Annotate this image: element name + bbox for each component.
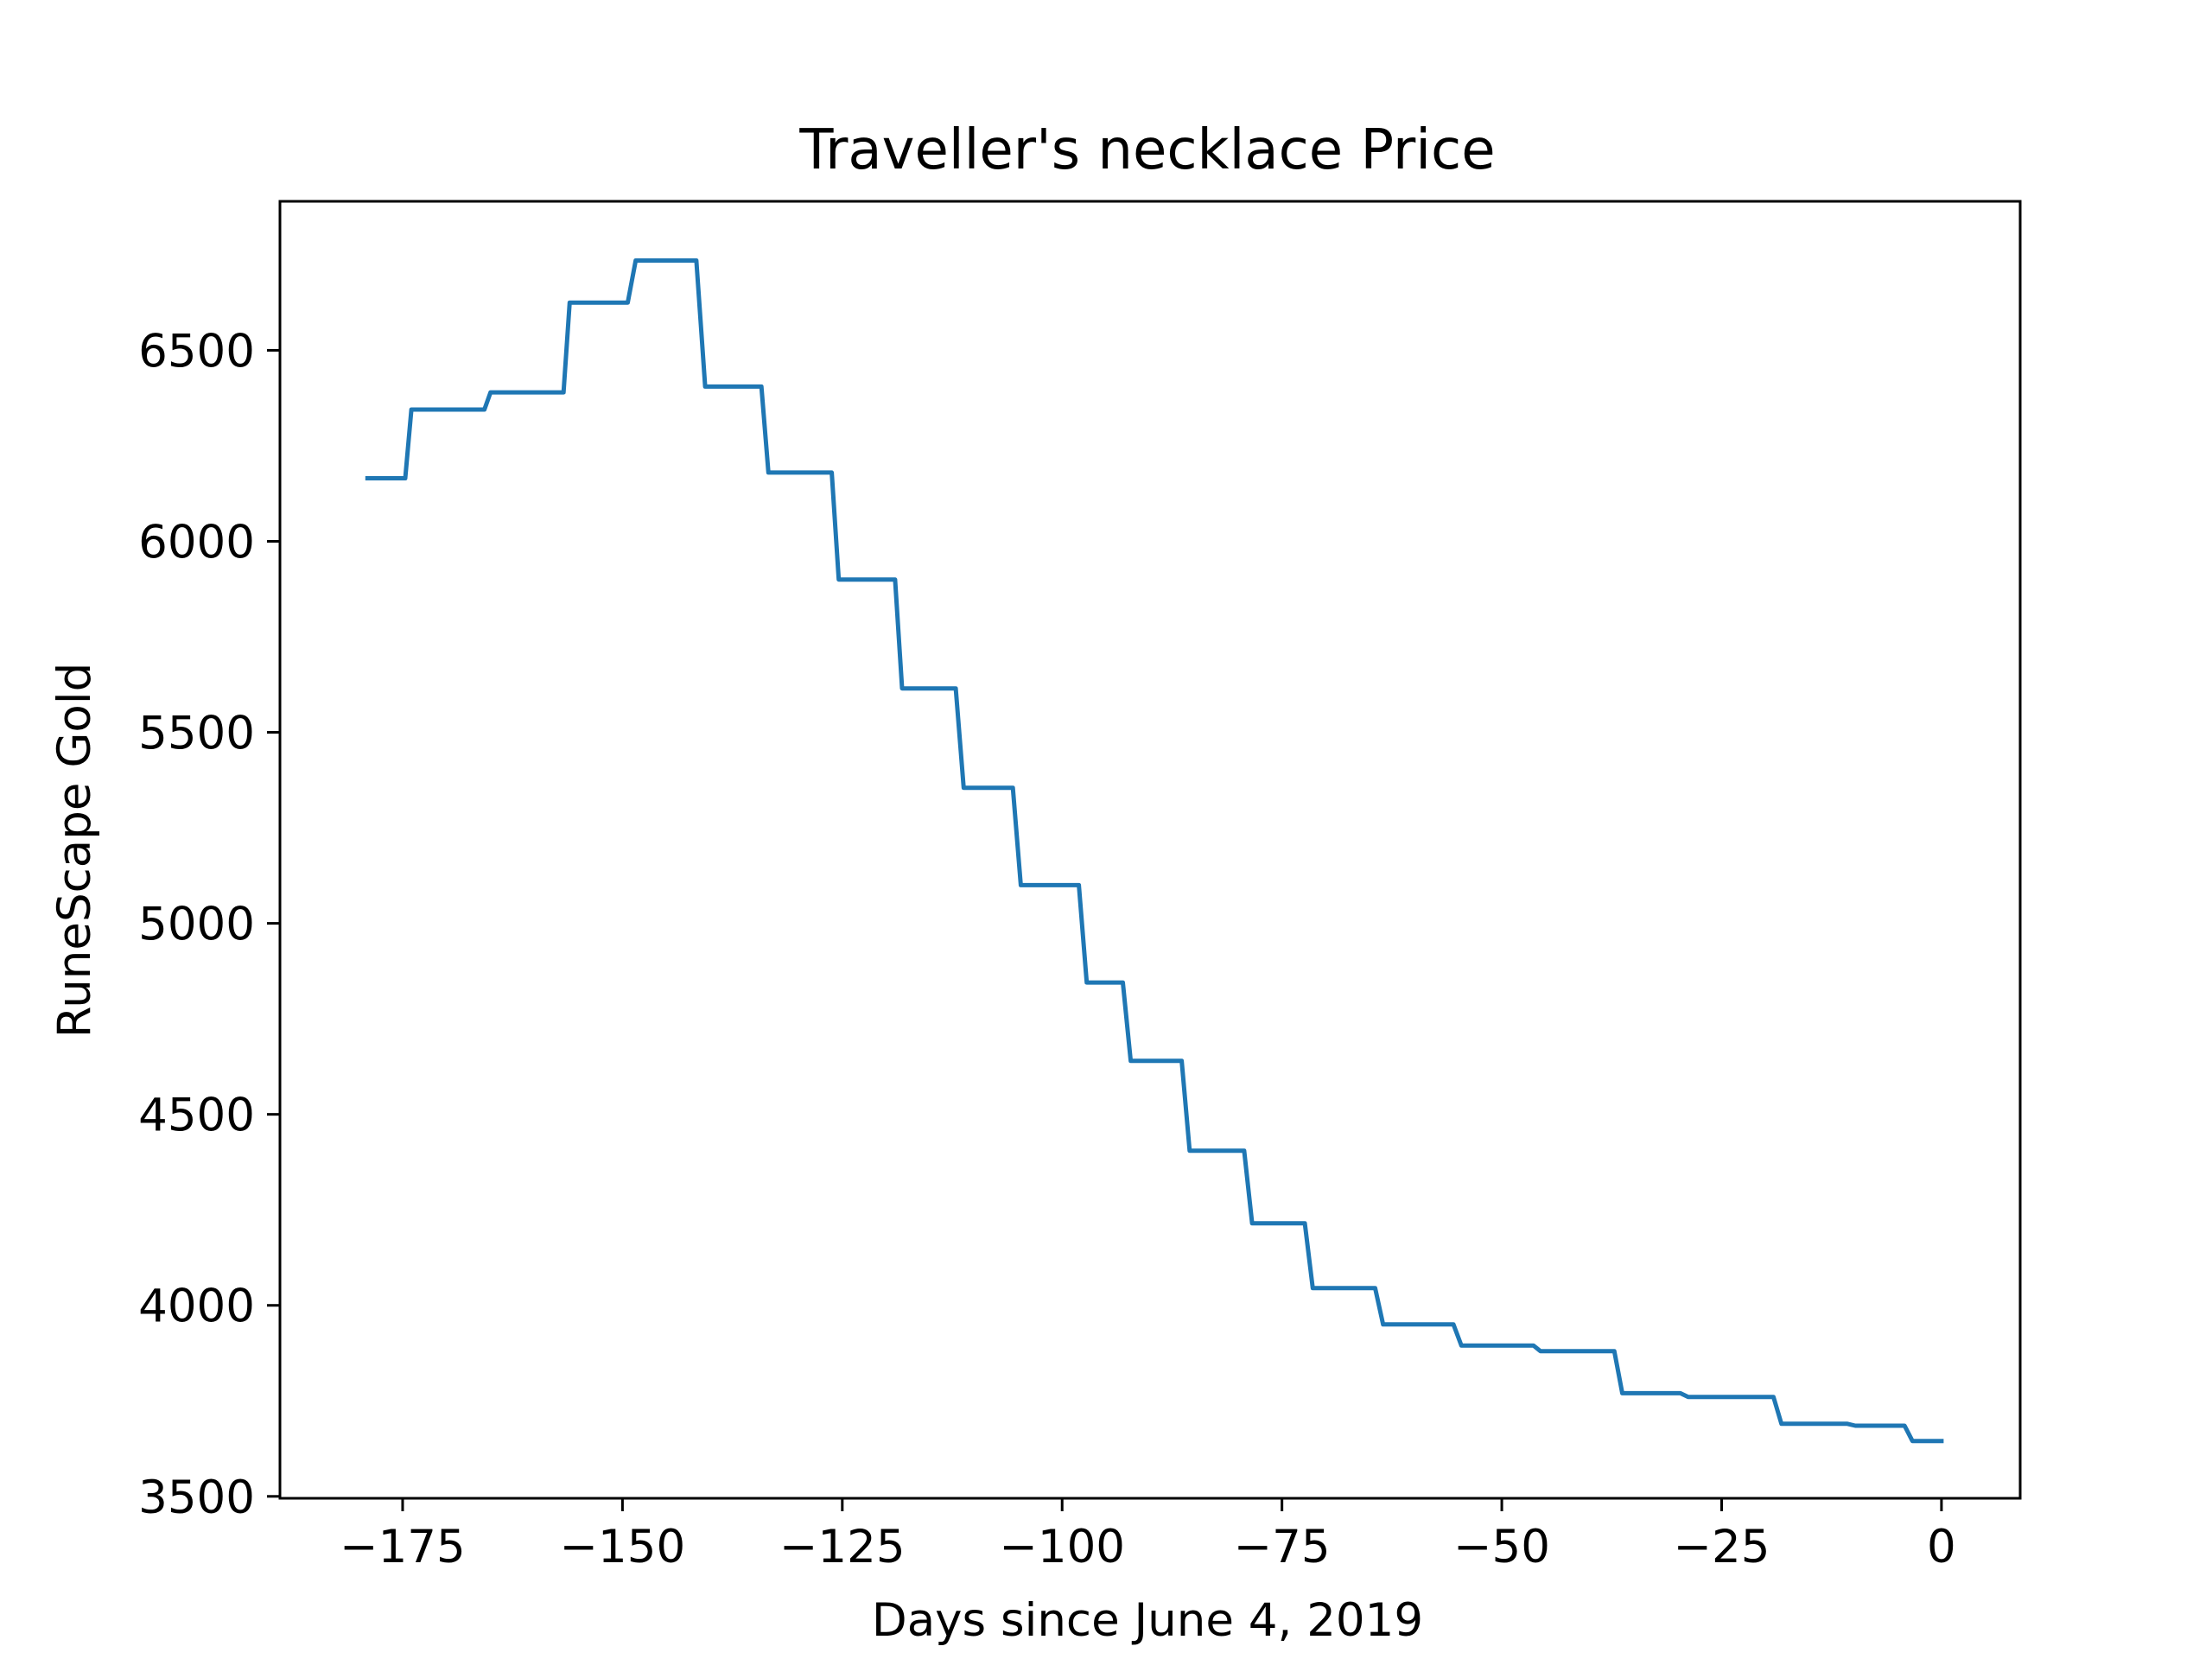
y-tick-label: 4500: [138, 1090, 255, 1142]
x-tick-label: −50: [1453, 1521, 1550, 1573]
y-tick-label: 5000: [138, 899, 255, 951]
x-axis: −175 −150 −125 −100 −75 −50 −25 0: [340, 1498, 1956, 1573]
y-tick-label: 6500: [138, 325, 255, 378]
y-axis: 3500 4000 4500 5000 5500 6000 6500: [138, 325, 280, 1524]
chart-title: Traveller's necklace Price: [798, 118, 1495, 182]
y-axis-label: RuneScape Gold: [48, 663, 101, 1038]
x-tick-label: −150: [560, 1521, 686, 1573]
y-tick-label: 3500: [138, 1471, 255, 1524]
x-tick-label: 0: [1927, 1521, 1956, 1573]
price-line: [365, 258, 1944, 1444]
y-tick-label: 5500: [138, 708, 255, 760]
x-tick-label: −25: [1674, 1521, 1770, 1573]
y-tick-label: 4000: [138, 1281, 255, 1333]
x-tick-label: −100: [999, 1521, 1125, 1573]
x-tick-label: −75: [1234, 1521, 1331, 1573]
x-tick-label: −175: [340, 1521, 466, 1573]
y-tick-label: 6000: [138, 516, 255, 569]
x-tick-label: −125: [779, 1521, 906, 1573]
x-axis-label: Days since June 4, 2019: [872, 1594, 1423, 1647]
plot-frame: [278, 200, 2022, 1500]
